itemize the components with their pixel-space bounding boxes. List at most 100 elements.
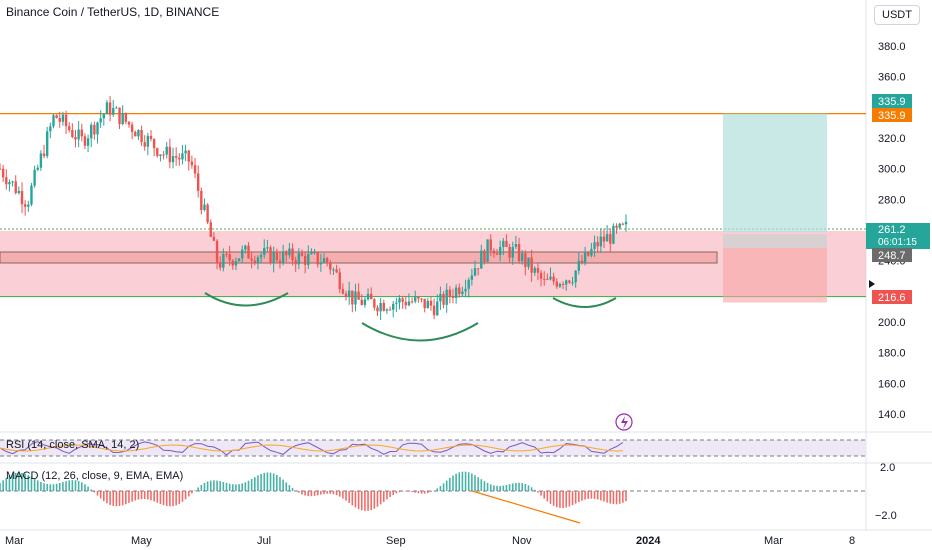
countdown-timer: 06:01:15 [878,237,917,248]
time-axis-label: May [131,535,152,547]
candle-body [118,107,121,125]
candle-body [115,107,118,109]
candle-body [514,244,518,248]
macd-divergence-line [471,490,581,524]
mid-level-tag-bg [872,248,912,262]
macd-histogram [0,471,627,511]
stop-level-tag: 216.6 [878,292,906,304]
candle-body [432,305,436,316]
candle-body [200,190,203,211]
head-curve [361,322,479,342]
candle-body [281,251,285,263]
candle-body [473,268,477,276]
candle-body [357,291,360,300]
candle-body [382,302,385,311]
target-zone [723,113,827,233]
candle-body [583,251,587,264]
candle-body [536,268,540,273]
candle-body [587,251,590,256]
candle-body [52,115,55,127]
candle-body [112,108,115,115]
candle-body [420,298,423,300]
candle-body [486,239,489,262]
time-axis-label: 2024 [636,535,661,547]
candle-body [395,302,398,304]
candle-body [366,293,370,300]
candle-body [184,150,187,154]
candle-body [451,296,455,298]
candle-body [429,300,433,306]
candle-body [549,276,552,280]
candle-body [461,291,464,295]
candle-body [266,247,269,249]
candle-body [558,284,562,287]
candle-body [511,247,514,258]
candle-body [555,281,558,287]
candle-body [149,135,153,139]
price-tick-label: 300.0 [878,164,906,176]
candle-body [99,118,102,123]
candle-body [152,138,156,149]
candle-body [489,239,492,251]
candle-body [404,301,407,306]
macd-label[interactable]: MACD (12, 26, close, 9, EMA, EMA) [6,470,184,482]
candle-body [480,250,483,269]
candle-body [454,287,458,298]
candle-body [615,225,618,228]
candle-body [508,246,511,258]
candle-body [90,124,93,139]
time-axis-label: Mar [5,535,24,547]
candle-body [42,153,46,157]
candle-body [49,126,52,132]
candle-body [414,296,417,302]
candle-body [347,290,351,297]
candle-body [376,307,379,312]
candle-body [23,204,27,207]
rsi-label[interactable]: RSI (14, close, SMA, 14, 2) [6,439,140,451]
price-tick-label: 200.0 [878,317,906,329]
candle-body [127,121,131,125]
candle-body [294,260,297,265]
currency-selector[interactable]: USDT [874,5,920,25]
candle-body [574,270,577,283]
consolidation-box [0,251,718,264]
candle-body [319,262,323,265]
candle-body [33,169,36,186]
candle-body [61,114,65,122]
candle-body [442,293,445,305]
macd-tick-label: 2.0 [880,462,895,474]
candle-body [338,272,341,290]
candle-body [64,114,68,127]
candle-body [278,260,282,263]
candle-body [8,182,11,185]
candle-body [546,278,549,280]
candle-body [209,222,212,237]
candle-body [329,262,332,270]
candle-body [618,223,621,228]
candle-body [498,247,502,255]
candle-body [373,299,376,308]
candle-body [344,293,348,297]
candle-body [80,129,83,137]
candle-body [565,280,568,285]
left-shoulder-curve [204,292,289,307]
candle-body [300,253,304,256]
candle-body [5,177,8,185]
candle-body [140,130,143,143]
candle-body [341,289,345,294]
candle-body [568,280,571,283]
candle-body [55,115,58,119]
scroll-arrow-icon [869,280,875,288]
macd-tick-label: −2.0 [875,510,897,522]
candle-body [77,129,80,140]
rsi-band [0,440,866,456]
candle-body [426,300,430,309]
time-axis-label: Sep [386,535,406,547]
price-tick-label: 380.0 [878,41,906,53]
candle-body [11,181,14,183]
candle-body [203,204,206,211]
candle-body [621,223,625,225]
candle-body [363,299,367,305]
candle-body [624,221,628,225]
